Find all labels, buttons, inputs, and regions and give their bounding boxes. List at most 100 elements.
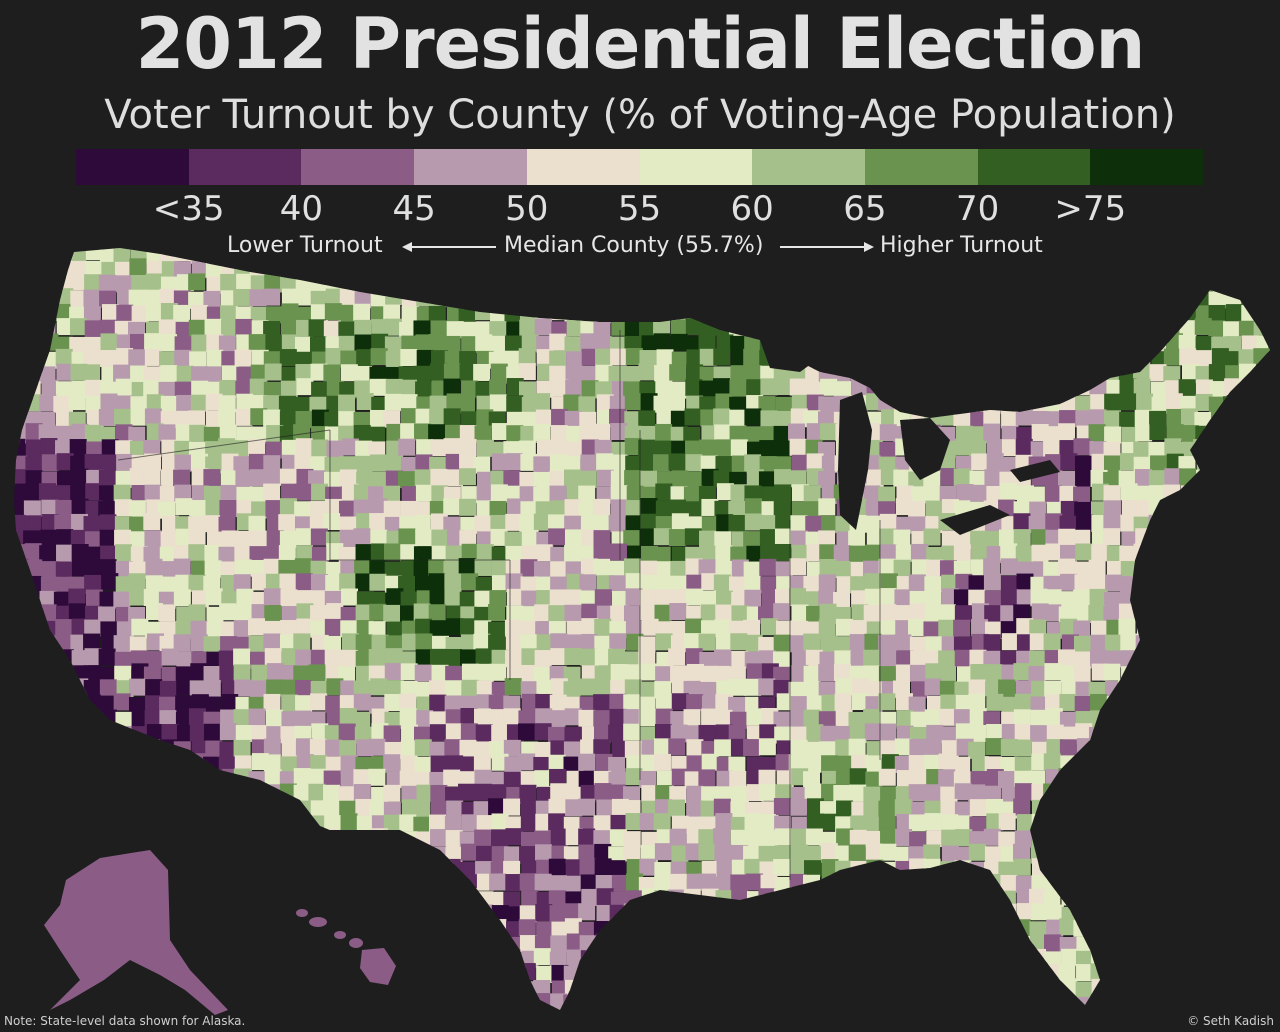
county-cell xyxy=(325,1011,342,1028)
county-cell xyxy=(84,574,102,592)
county-cell xyxy=(1164,769,1182,787)
county-cell xyxy=(101,741,119,759)
county-cell xyxy=(744,589,762,607)
county-cell xyxy=(385,635,403,653)
county-cell xyxy=(41,979,59,997)
county-cell xyxy=(1118,903,1136,921)
county-cell xyxy=(610,664,628,682)
state-boundary xyxy=(117,429,331,461)
county-cell xyxy=(578,798,596,816)
county-cell xyxy=(791,978,809,996)
county-cell xyxy=(1013,513,1031,531)
county-cell xyxy=(744,918,762,936)
county-cell xyxy=(460,949,478,967)
county-cell xyxy=(475,321,493,339)
county-cell xyxy=(1166,248,1184,264)
county-cell xyxy=(925,663,943,681)
county-cell xyxy=(234,559,252,577)
county-cell xyxy=(1239,948,1257,966)
county-cell xyxy=(1253,635,1270,653)
county-cell xyxy=(431,545,449,563)
county-cell xyxy=(1043,1009,1061,1010)
county-cell xyxy=(399,814,417,832)
county-cell xyxy=(608,860,626,878)
county-cell xyxy=(983,650,1001,668)
county-cell xyxy=(819,558,837,576)
county-cell xyxy=(759,861,777,879)
county-cell xyxy=(264,769,282,787)
county-cell xyxy=(789,933,807,951)
county-cell xyxy=(325,288,343,306)
county-cell xyxy=(940,275,958,293)
county-cell xyxy=(491,546,509,564)
county-cell xyxy=(564,469,582,487)
county-cell xyxy=(998,679,1016,697)
county-cell xyxy=(281,933,299,951)
county-cell xyxy=(1226,768,1244,786)
county-cell xyxy=(714,619,732,637)
county-cell xyxy=(1104,634,1122,652)
county-cell xyxy=(1031,290,1049,308)
county-cell xyxy=(338,411,356,429)
county-cell xyxy=(99,724,117,742)
county-cell xyxy=(176,678,194,696)
county-cell xyxy=(279,860,297,878)
county-cell xyxy=(1166,995,1184,1010)
county-cell xyxy=(806,695,824,713)
county-cell xyxy=(338,830,356,848)
county-cell xyxy=(519,471,537,489)
county-cell xyxy=(729,425,747,443)
county-cell xyxy=(984,934,1002,952)
county-cell xyxy=(38,936,56,954)
county-cell xyxy=(1016,903,1034,921)
county-cell xyxy=(204,485,222,503)
county-cell xyxy=(1268,784,1270,802)
county-cell xyxy=(1121,276,1139,294)
county-cell xyxy=(1164,874,1182,892)
county-cell xyxy=(98,274,116,292)
county-cell xyxy=(173,304,191,322)
county-cell xyxy=(1043,274,1061,292)
county-cell xyxy=(1166,936,1184,954)
county-cell xyxy=(1046,724,1064,742)
county-cell xyxy=(671,768,689,786)
county-cell xyxy=(518,753,536,771)
county-cell xyxy=(175,498,193,516)
county-cell xyxy=(1254,543,1270,561)
county-cell xyxy=(461,663,479,681)
county-cell xyxy=(1223,590,1241,608)
county-cell xyxy=(668,529,686,547)
county-cell xyxy=(458,783,476,801)
county-cell xyxy=(1091,544,1109,562)
county-cell xyxy=(1135,859,1153,877)
county-cell xyxy=(174,875,192,893)
county-cell xyxy=(533,513,551,531)
county-cell xyxy=(250,275,268,293)
county-cell xyxy=(730,918,748,936)
county-cell xyxy=(1180,709,1198,727)
county-cell xyxy=(130,531,148,549)
county-cell xyxy=(370,348,388,366)
county-cell xyxy=(174,454,192,472)
county-cell xyxy=(324,873,342,891)
county-cell xyxy=(1195,336,1213,354)
county-cell xyxy=(1166,424,1184,442)
county-cell xyxy=(413,905,431,923)
county-cell xyxy=(56,696,74,714)
county-cell xyxy=(476,485,494,503)
county-cell xyxy=(804,783,822,801)
county-cell xyxy=(745,498,763,516)
county-cell xyxy=(1119,784,1137,802)
county-cell xyxy=(280,275,298,293)
county-cell xyxy=(744,485,762,503)
county-cell xyxy=(385,859,403,877)
county-cell xyxy=(308,783,326,801)
county-cell xyxy=(311,723,329,741)
county-cell xyxy=(971,619,989,637)
county-cell xyxy=(383,784,401,802)
county-cell xyxy=(806,423,824,441)
county-cell xyxy=(1193,695,1211,713)
county-cell xyxy=(474,590,492,608)
county-cell xyxy=(281,648,299,666)
county-cell xyxy=(671,546,689,564)
